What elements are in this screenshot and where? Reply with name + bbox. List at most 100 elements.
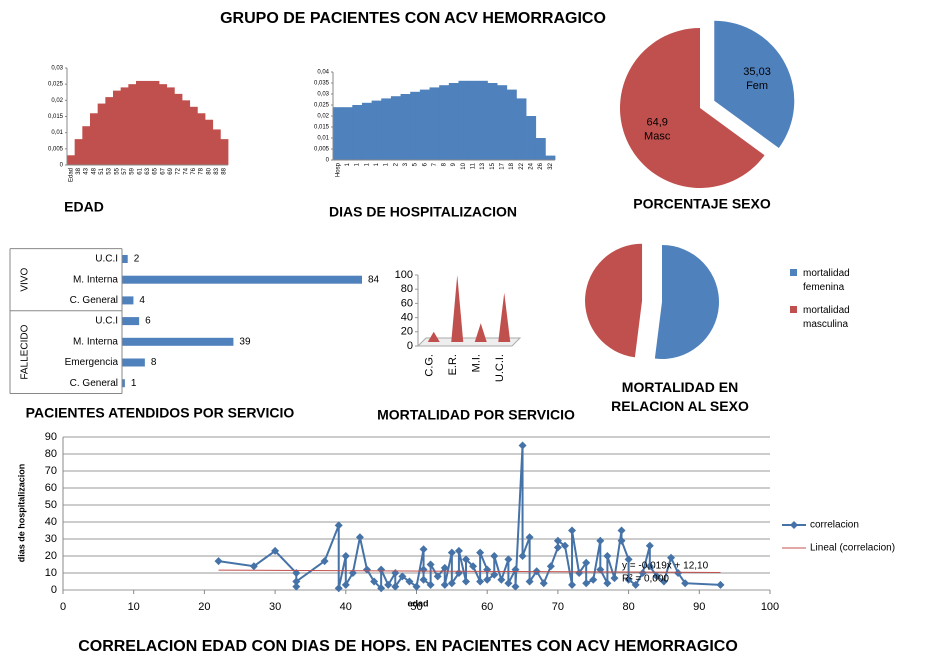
y-tick-label: 30 xyxy=(45,533,57,545)
bar xyxy=(122,255,128,263)
point xyxy=(582,558,591,567)
x-tick-label: 69 xyxy=(168,167,174,174)
point xyxy=(447,579,456,588)
bar xyxy=(535,138,546,160)
bar xyxy=(381,98,392,160)
bar xyxy=(429,87,440,160)
point xyxy=(341,552,350,560)
point xyxy=(419,545,428,554)
x-tick-label: 0 xyxy=(60,601,66,613)
x-tick-label: 30 xyxy=(269,601,281,613)
x-tick-label: 24 xyxy=(528,162,534,169)
series-line xyxy=(218,569,721,573)
point xyxy=(440,580,449,589)
point xyxy=(504,555,513,564)
point xyxy=(553,536,562,545)
y-tick-label: M. Interna xyxy=(73,336,118,347)
chart-title: PACIENTES ATENDIDOS POR SERVICIO xyxy=(26,405,295,421)
bar xyxy=(419,89,430,160)
x-tick-label: 55 xyxy=(114,167,120,174)
bar xyxy=(151,80,160,165)
bar xyxy=(545,155,556,160)
pie-slice xyxy=(714,20,795,149)
point xyxy=(490,570,499,579)
bar xyxy=(410,91,421,160)
chart-title: MORTALIDAD POR SERVICIO xyxy=(377,407,575,423)
y-tick-label: 80 xyxy=(45,448,57,460)
x-tick-label: 18 xyxy=(509,162,515,169)
point xyxy=(624,555,633,564)
bar xyxy=(97,103,106,165)
point xyxy=(271,546,280,555)
x-tick-label: 15 xyxy=(490,162,496,169)
bar xyxy=(122,317,140,326)
y-tick-label: 0,035 xyxy=(314,81,330,87)
bar xyxy=(122,379,125,388)
y-tick-label: 20 xyxy=(401,326,413,338)
y-tick-label: 0,02 xyxy=(51,98,63,104)
bar xyxy=(361,102,373,160)
point xyxy=(476,548,485,557)
legend-label: Lineal (correlacion) xyxy=(810,543,895,554)
x-tick-label: 61 xyxy=(137,167,143,174)
legend-label: mortalidad femenina xyxy=(803,268,850,293)
x-tick-label: 9 xyxy=(451,162,457,166)
group-label: VIVO xyxy=(20,268,31,292)
bar xyxy=(159,84,168,165)
chart-title: EDAD xyxy=(64,199,104,215)
bar xyxy=(67,155,76,165)
bar xyxy=(120,87,129,165)
y-tick-label: 0,03 xyxy=(51,66,63,72)
x-tick-label: C.G. xyxy=(424,354,436,377)
x-tick-label: 51 xyxy=(99,167,105,174)
point xyxy=(645,541,654,550)
bar xyxy=(506,89,517,160)
x-tick-label: 2 xyxy=(393,162,399,166)
bar xyxy=(468,80,479,160)
point xyxy=(483,565,492,574)
point xyxy=(603,552,612,560)
y-tick-label: 0 xyxy=(326,158,330,164)
point xyxy=(398,572,407,581)
point xyxy=(681,579,690,588)
point xyxy=(638,569,647,577)
page-title: GRUPO DE PACIENTES CON ACV HEMORRAGICO xyxy=(220,10,606,27)
point xyxy=(560,541,569,550)
point xyxy=(419,565,428,574)
bar xyxy=(487,83,498,160)
point xyxy=(716,580,725,589)
point xyxy=(596,536,605,545)
floor xyxy=(416,337,522,347)
chart-title: DIAS DE HOSPITALIZACION xyxy=(329,204,517,220)
point xyxy=(624,575,633,584)
bar xyxy=(105,97,114,165)
y-tick-label: 0,03 xyxy=(317,92,329,98)
x-tick-label: 53 xyxy=(107,167,113,174)
bar xyxy=(220,139,229,165)
point xyxy=(645,562,654,571)
y-tick-label: 0 xyxy=(60,163,64,169)
y-tick-label: 0,005 xyxy=(48,146,64,152)
point xyxy=(461,555,470,564)
data-label: 84 xyxy=(368,274,380,285)
legend-marker xyxy=(790,521,798,529)
x-tick-label: 90 xyxy=(693,601,705,613)
point xyxy=(483,575,492,584)
y-tick-label: Emergencia xyxy=(65,357,119,368)
chart-title: PORCENTAJE SEXO xyxy=(633,196,771,212)
y-tick-label: U.C.I xyxy=(95,316,118,327)
bar xyxy=(477,80,488,160)
y-tick-label: 100 xyxy=(395,269,413,281)
x-tick-label: 10 xyxy=(128,601,140,613)
point xyxy=(674,569,683,577)
x-tick-label: 20 xyxy=(198,601,210,613)
point xyxy=(525,533,534,542)
point xyxy=(320,557,329,566)
bar xyxy=(497,85,508,160)
point xyxy=(419,575,428,584)
point xyxy=(511,582,520,591)
x-tick-label: 57 xyxy=(122,167,128,174)
slice-label: Fem xyxy=(746,80,768,92)
x-tick-label: E.R. xyxy=(447,354,459,375)
point xyxy=(447,548,456,557)
